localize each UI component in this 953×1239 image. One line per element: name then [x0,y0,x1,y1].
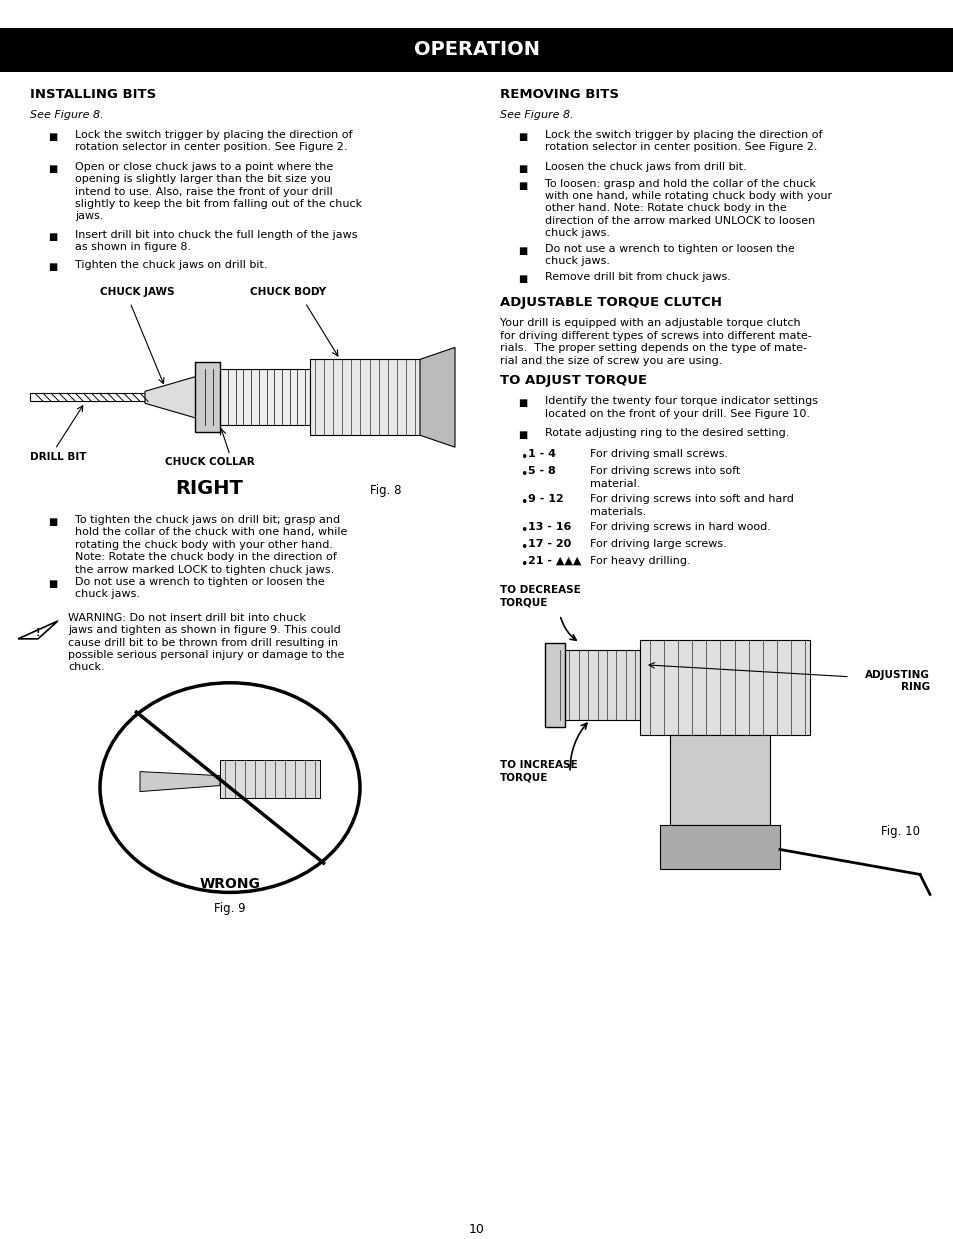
Text: 17 - 20: 17 - 20 [527,539,571,549]
Text: CHUCK BODY: CHUCK BODY [250,287,326,297]
Text: See Figure 8.: See Figure 8. [30,110,104,120]
Text: Do not use a wrench to tighten or loosen the
chuck jaws.: Do not use a wrench to tighten or loosen… [75,577,324,600]
Text: Loosen the chuck jaws from drill bit.: Loosen the chuck jaws from drill bit. [544,162,746,172]
Polygon shape [18,621,58,639]
Text: WARNING: Do not insert drill bit into chuck
jaws and tighten as shown in figure : WARNING: Do not insert drill bit into ch… [68,613,344,673]
Text: For driving small screws.: For driving small screws. [589,450,727,460]
Text: ■: ■ [517,398,527,409]
Text: ■: ■ [517,164,527,173]
FancyBboxPatch shape [0,28,953,72]
Text: 9 - 12: 9 - 12 [527,494,563,504]
Text: RIGHT: RIGHT [174,479,243,498]
Text: 21 - ▲▲▲: 21 - ▲▲▲ [527,556,580,566]
Text: •: • [519,496,527,509]
Text: Fig. 8: Fig. 8 [370,484,401,497]
Text: ■: ■ [48,517,57,527]
Text: Remove drill bit from chuck jaws.: Remove drill bit from chuck jaws. [544,271,730,281]
Text: DRILL BIT: DRILL BIT [30,452,87,462]
Text: 13 - 16: 13 - 16 [527,522,571,532]
Text: To tighten the chuck jaws on drill bit; grasp and
hold the collar of the chuck w: To tighten the chuck jaws on drill bit; … [75,515,347,575]
Text: 5 - 8: 5 - 8 [527,466,556,476]
Text: Open or close chuck jaws to a point where the
opening is slightly larger than th: Open or close chuck jaws to a point wher… [75,162,362,222]
Text: ■: ■ [48,164,57,173]
FancyBboxPatch shape [310,359,419,435]
Text: CHUCK JAWS: CHUCK JAWS [100,287,174,297]
Text: Fig. 10: Fig. 10 [880,824,919,838]
Text: Tighten the chuck jaws on drill bit.: Tighten the chuck jaws on drill bit. [75,259,267,270]
Polygon shape [419,347,455,447]
Polygon shape [140,772,220,792]
Text: See Figure 8.: See Figure 8. [499,110,573,120]
Text: ■: ■ [48,579,57,589]
Text: ■: ■ [517,430,527,440]
Text: ■: ■ [517,181,527,191]
FancyBboxPatch shape [669,735,769,824]
Text: Lock the switch trigger by placing the direction of
rotation selector in center : Lock the switch trigger by placing the d… [544,130,821,152]
Text: ■: ■ [48,131,57,141]
FancyBboxPatch shape [200,369,310,425]
Text: For driving screws into soft
material.: For driving screws into soft material. [589,466,740,488]
Text: ■: ■ [517,131,527,141]
Text: TO DECREASE
TORQUE: TO DECREASE TORQUE [499,585,580,607]
Text: For driving screws into soft and hard
materials.: For driving screws into soft and hard ma… [589,494,793,517]
Text: TO INCREASE
TORQUE: TO INCREASE TORQUE [499,760,577,782]
Text: •: • [519,558,527,571]
Text: OPERATION: OPERATION [414,41,539,59]
Text: For driving screws in hard wood.: For driving screws in hard wood. [589,522,770,532]
Text: •: • [519,451,527,465]
Text: 10: 10 [469,1223,484,1235]
Text: Your drill is equipped with an adjustable torque clutch
for driving different ty: Your drill is equipped with an adjustabl… [499,318,811,366]
Text: For driving large screws.: For driving large screws. [589,539,726,549]
FancyBboxPatch shape [639,639,809,735]
Text: Do not use a wrench to tighten or loosen the
chuck jaws.: Do not use a wrench to tighten or loosen… [544,244,794,266]
Text: Rotate adjusting ring to the desired setting.: Rotate adjusting ring to the desired set… [544,429,788,439]
Text: 1 - 4: 1 - 4 [527,450,556,460]
Text: For heavy drilling.: For heavy drilling. [589,556,690,566]
Text: Identify the twenty four torque indicator settings
located on the front of your : Identify the twenty four torque indicato… [544,396,817,419]
Text: !: ! [35,628,40,638]
Text: •: • [519,468,527,481]
Text: •: • [519,524,527,536]
Text: Fig. 9: Fig. 9 [214,902,246,916]
Polygon shape [145,375,200,419]
Text: INSTALLING BITS: INSTALLING BITS [30,88,156,100]
FancyBboxPatch shape [544,643,564,727]
Text: ■: ■ [48,232,57,242]
Text: ADJUSTING
RING: ADJUSTING RING [864,670,929,693]
FancyBboxPatch shape [555,649,639,720]
Text: CHUCK COLLAR: CHUCK COLLAR [165,457,254,467]
FancyBboxPatch shape [194,362,220,432]
Text: REMOVING BITS: REMOVING BITS [499,88,618,100]
Text: ■: ■ [517,274,527,284]
Text: TO ADJUST TORQUE: TO ADJUST TORQUE [499,374,646,388]
Text: WRONG: WRONG [199,877,260,891]
Polygon shape [30,393,145,401]
Text: Insert drill bit into chuck the full length of the jaws
as shown in figure 8.: Insert drill bit into chuck the full len… [75,229,357,252]
Text: •: • [519,541,527,554]
Text: ■: ■ [517,245,527,255]
Text: Lock the switch trigger by placing the direction of
rotation selector in center : Lock the switch trigger by placing the d… [75,130,352,152]
FancyBboxPatch shape [220,760,319,798]
FancyBboxPatch shape [659,824,780,870]
Text: ADJUSTABLE TORQUE CLUTCH: ADJUSTABLE TORQUE CLUTCH [499,296,721,310]
Text: To loosen: grasp and hold the collar of the chuck
with one hand, while rotating : To loosen: grasp and hold the collar of … [544,178,831,238]
Text: ■: ■ [48,261,57,271]
